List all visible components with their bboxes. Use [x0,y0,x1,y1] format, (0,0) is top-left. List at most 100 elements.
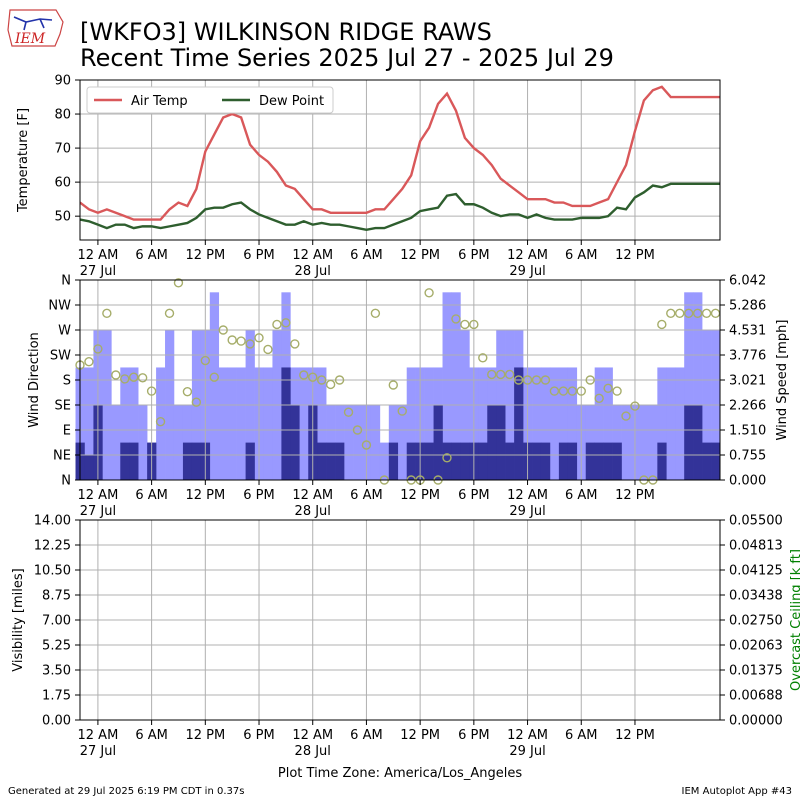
speed-bar [585,442,595,480]
speed-bar [693,404,703,480]
speed-bar [711,442,721,480]
speed-bar [684,404,694,480]
x-date-label: 28 Jul [295,504,331,519]
speed-bar [191,442,202,480]
y-tick-label: 70 [54,142,71,157]
speed-tick-label: 1.510 [729,424,766,439]
air-temp-line [80,85,720,221]
axes-frame [79,279,721,481]
x-tick-label: 12 AM [507,248,548,263]
y-tick-label: 80 [54,108,71,123]
direction-marker [361,440,372,450]
gust-bar [612,404,622,480]
direction-marker [576,386,586,396]
speed-bar [281,367,291,480]
gust-bar [666,367,676,480]
timezone-label: Plot Time Zone: America/Los_Angeles [278,766,522,781]
direction-marker [451,314,461,324]
speed-bar [84,454,94,480]
direction-tick-label: S [63,374,71,389]
gust-bar [138,404,148,480]
x-tick-label: 6 AM [135,248,168,263]
visibility-tick-label: 1.75 [42,689,71,704]
visibility-tick-label: 5.25 [42,639,71,654]
visibility-tick-label: 10.50 [34,564,71,579]
direction-marker [281,318,291,328]
gust-bar [603,367,613,480]
direction-marker [111,370,121,380]
x-tick-label: 6 AM [350,488,383,503]
speed-bar [388,442,399,480]
direction-marker [513,375,524,385]
speed-bar [290,404,300,480]
x-date-label: 28 Jul [295,744,331,759]
direction-marker [191,397,202,407]
gust-bar [424,367,434,480]
gust-bar [388,404,399,480]
speed-bar [657,442,667,480]
x-date-label: 27 Jul [80,504,116,519]
gust-bar [326,404,336,480]
speed-bar [558,442,569,480]
ceiling-tick-label: 0.05500 [729,514,783,529]
direction-marker [316,375,327,385]
direction-marker [469,319,479,330]
ceiling-tick-label: 0.02063 [729,639,783,654]
generated-note: Generated at 29 Jul 2025 6:19 PM CDT in … [8,786,244,797]
direction-marker [504,369,515,380]
direction-marker [612,386,622,396]
direction-tick-label: N [61,474,71,489]
x-date-label: 29 Jul [509,504,545,519]
gust-bar [263,367,273,480]
chart-title-line1: [WKFO3] WILKINSON RIDGE RAWS [80,18,492,46]
speed-bar [594,442,604,480]
ceiling-axis-label: Overcast Ceiling [k ft] [789,549,800,691]
direction-marker [522,375,533,385]
direction-marker [495,369,506,380]
direction-marker [478,353,488,363]
x-tick-label: 6 AM [135,728,168,743]
direction-marker [155,416,166,427]
direction-tick-label: W [58,324,71,339]
speed-bar [532,442,542,480]
speed-tick-label: 3.776 [729,349,766,364]
ceiling-tick-label: 0.01375 [729,664,783,679]
x-tick-label: 6 PM [458,248,489,263]
legend-box [86,86,334,114]
wind-panel: N NW W SW S SE E NE N 6.042 5.286 4.531 3.776 3.021 2.… [48,274,766,520]
direction-tick-label: NE [53,449,71,464]
speed-bar [567,442,578,480]
x-tick-label: 12 AM [292,488,333,503]
direction-marker [164,308,175,319]
direction-marker [137,373,148,383]
x-tick-label: 12 PM [400,728,440,743]
axes-frame [79,519,721,721]
gust-bar [379,442,390,480]
gust-bar [227,367,237,480]
axes-frame [79,79,721,241]
y-tick-label: 60 [54,176,71,191]
gust-bar [532,367,542,480]
speed-bar [182,442,193,480]
direction-marker [549,386,560,396]
direction-marker [290,339,300,349]
x-tick-label: 6 AM [565,728,598,743]
gust-bar [675,367,685,480]
gust-bar [335,404,345,480]
direction-marker [343,407,354,417]
gust-bar [84,367,94,480]
gust-bar [218,367,228,480]
gust-bar [585,404,595,480]
wind-speed-axis-label: Wind Speed [mph] [775,320,790,441]
x-tick-label: 12 AM [78,248,119,263]
x-date-label: 27 Jul [80,744,116,759]
direction-marker [120,374,130,384]
direction-marker [254,333,264,343]
x-tick-label: 12 AM [507,728,548,743]
direction-tick-label: N [61,274,71,289]
gust-bar [317,367,327,480]
speed-tick-label: 6.042 [729,274,766,289]
direction-marker [487,369,497,380]
gust-bar [639,404,649,480]
direction-marker [594,393,604,404]
